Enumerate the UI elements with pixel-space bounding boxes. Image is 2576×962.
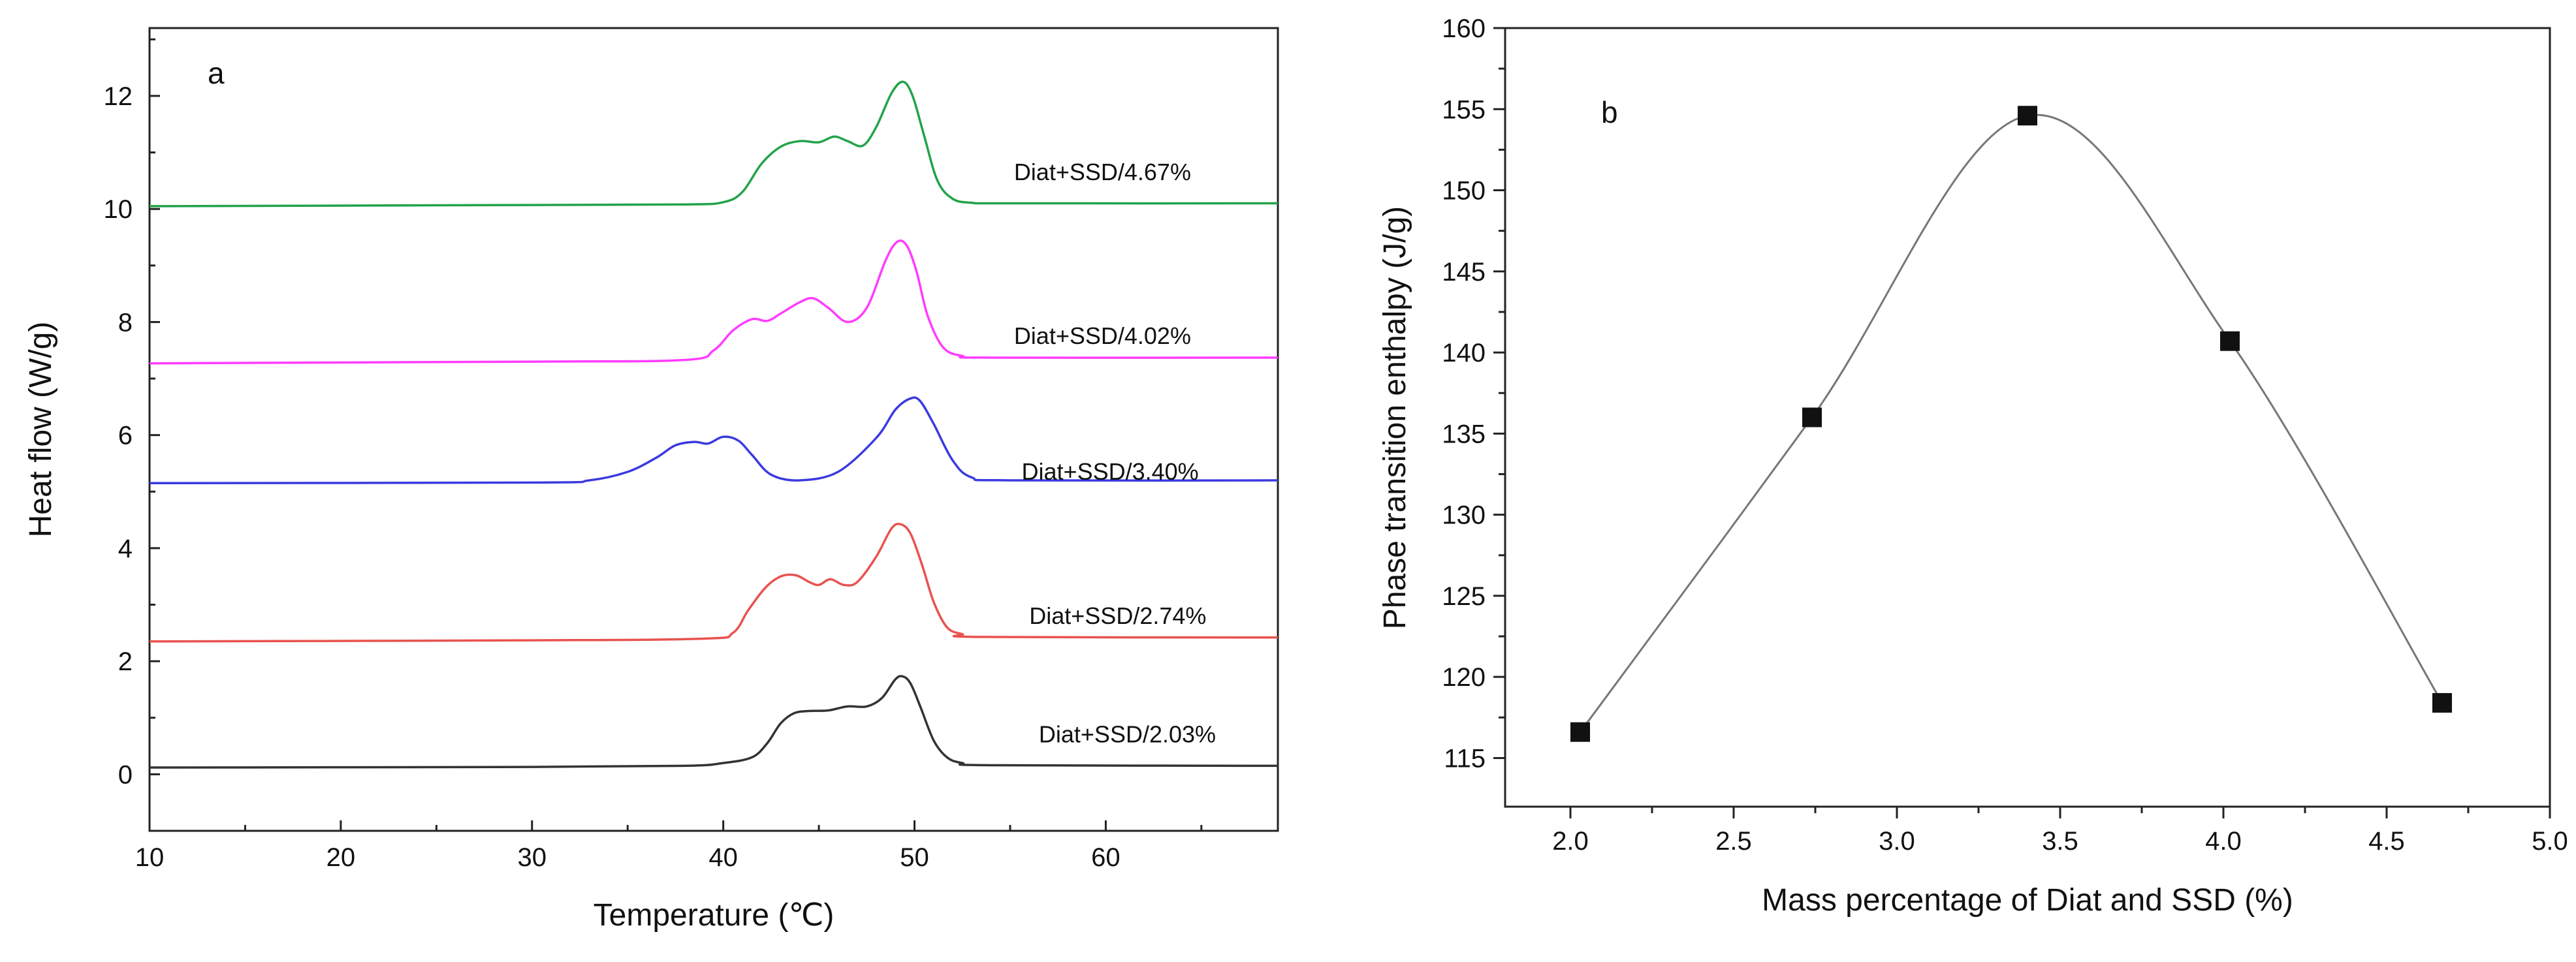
x-tick-label-a: 60 xyxy=(1091,843,1121,872)
x-tick-label-a: 40 xyxy=(708,843,738,872)
x-tick-label-b: 2.5 xyxy=(1715,827,1752,856)
series-label-a: Diat+SSD/4.02% xyxy=(1014,322,1191,349)
x-tick-label-b: 3.0 xyxy=(1879,827,1915,856)
x-tick-label-b: 3.5 xyxy=(2042,827,2078,856)
y-tick-label-b: 130 xyxy=(1442,501,1486,530)
panel-label-a: a xyxy=(208,56,225,90)
y-tick-label-a: 8 xyxy=(118,308,133,337)
x-tick-label-a: 50 xyxy=(900,843,929,872)
x-tick-label-b: 2.0 xyxy=(1552,827,1589,856)
series-line-a xyxy=(149,80,1279,208)
y-axis-title-b: Phase transition enthalpy (J/g) xyxy=(1378,206,1412,629)
y-tick-label-b: 140 xyxy=(1442,339,1486,367)
x-axis-ticks-a: 10 20 30 40 50 60 xyxy=(135,820,1203,872)
y-tick-label-a: 6 xyxy=(118,422,133,450)
x-axis-title-a: Temperature (℃) xyxy=(594,898,835,933)
series-label-a: Diat+SSD/3.40% xyxy=(1022,458,1199,485)
series-line-a xyxy=(149,522,1279,643)
x-tick-label-a: 30 xyxy=(518,843,547,872)
x-axis-title-b: Mass percentage of Diat and SSD (%) xyxy=(1762,883,2293,918)
data-point-b xyxy=(2432,692,2452,713)
y-tick-label-a: 10 xyxy=(104,195,133,224)
x-axis-ticks-b: 2.0 2.5 3.0 3.5 4.0 4.5 5.0 xyxy=(1552,807,2568,856)
series-label-a: Diat+SSD/2.03% xyxy=(1039,721,1216,748)
series-line-a xyxy=(149,240,1279,365)
y-tick-label-b: 155 xyxy=(1442,95,1486,124)
data-point-b xyxy=(1802,407,1822,427)
y-axis-ticks-a: 0 2 4 6 8 10 12 xyxy=(104,38,160,832)
panel-label-b: b xyxy=(1601,95,1618,129)
series-line-a xyxy=(149,396,1279,485)
series-label-a: Diat+SSD/2.74% xyxy=(1029,602,1206,629)
y-tick-label-a: 2 xyxy=(118,647,133,676)
y-tick-label-b: 135 xyxy=(1442,420,1486,448)
series-group-a xyxy=(149,80,1279,769)
y-tick-label-b: 160 xyxy=(1442,14,1486,43)
y-tick-label-b: 115 xyxy=(1444,744,1486,773)
fit-curve-b xyxy=(1579,114,2443,733)
x-tick-label-b: 4.0 xyxy=(2205,827,2242,856)
data-point-b xyxy=(2220,331,2240,351)
y-tick-label-a: 4 xyxy=(118,535,133,563)
series-labels-a: Diat+SSD/2.03% Diat+SSD/2.74% Diat+SSD/3.4… xyxy=(1014,159,1216,748)
plot-frame-a xyxy=(148,27,1279,832)
y-tick-label-a: 0 xyxy=(118,760,133,789)
x-tick-label-a: 10 xyxy=(135,843,165,872)
series-label-a: Diat+SSD/4.67% xyxy=(1014,159,1191,185)
y-axis-title-a: Heat flow (W/g) xyxy=(24,322,58,538)
y-tick-label-b: 150 xyxy=(1442,177,1486,206)
x-tick-label-a: 20 xyxy=(326,843,356,872)
data-point-b xyxy=(2018,106,2037,126)
data-points-b xyxy=(1570,106,2452,742)
y-tick-label-a: 12 xyxy=(104,82,133,111)
y-tick-label-b: 125 xyxy=(1442,582,1486,611)
y-tick-label-b: 145 xyxy=(1442,258,1486,287)
y-axis-ticks-b: 115 120 125 130 135 140 145 150 155 160 xyxy=(1442,14,1505,773)
y-tick-label-b: 120 xyxy=(1442,663,1486,692)
x-tick-label-b: 5.0 xyxy=(2532,827,2568,856)
data-point-b xyxy=(1570,722,1590,742)
plot-frame-b xyxy=(1504,27,2551,808)
panel-b: 2.0 2.5 3.0 3.5 4.0 4.5 5.0 115 120 125 130 135 140… xyxy=(1378,14,2568,918)
series-line-a xyxy=(149,675,1279,769)
x-tick-label-b: 4.5 xyxy=(2368,827,2405,856)
